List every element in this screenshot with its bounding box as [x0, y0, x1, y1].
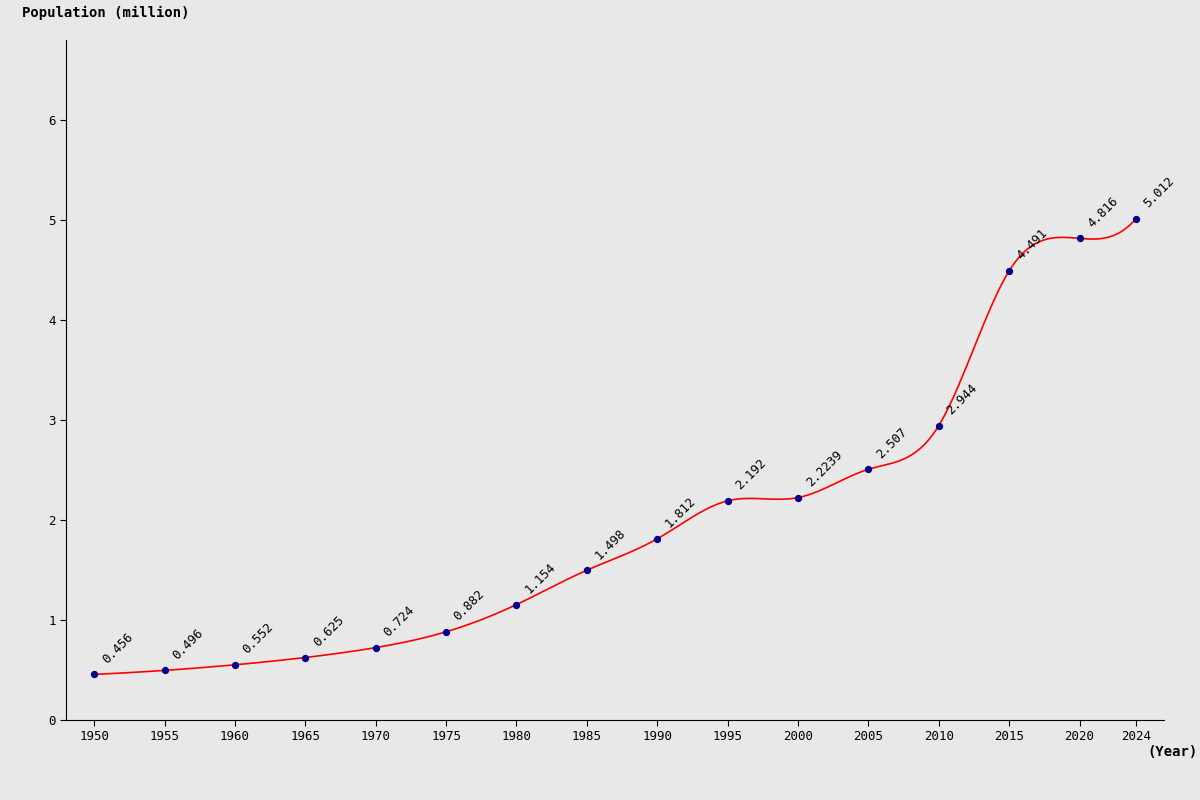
Text: 4.816: 4.816: [1085, 194, 1121, 230]
Text: (Year): (Year): [1147, 745, 1198, 759]
Text: 0.882: 0.882: [451, 588, 487, 623]
Point: [859, 463, 878, 476]
Text: 0.552: 0.552: [240, 621, 276, 657]
Text: 2.944: 2.944: [944, 382, 980, 418]
Text: 0.456: 0.456: [100, 630, 136, 666]
Point: [226, 658, 245, 671]
Point: [155, 664, 174, 677]
Point: [648, 533, 667, 546]
Point: [437, 626, 456, 638]
Text: 1.498: 1.498: [593, 526, 628, 562]
Point: [1127, 213, 1146, 226]
Point: [929, 419, 948, 432]
Point: [506, 598, 526, 611]
Point: [718, 494, 737, 507]
Point: [84, 668, 103, 681]
Text: 1.154: 1.154: [522, 561, 558, 596]
Text: 5.012: 5.012: [1141, 174, 1177, 210]
Text: 2.192: 2.192: [733, 457, 769, 493]
Point: [1070, 232, 1090, 245]
Point: [788, 491, 808, 504]
Text: 0.496: 0.496: [170, 626, 206, 662]
Text: 2.507: 2.507: [874, 426, 910, 461]
Point: [366, 642, 385, 654]
Point: [295, 651, 314, 664]
Text: Population (million): Population (million): [22, 6, 190, 19]
Text: 4.491: 4.491: [1015, 227, 1050, 262]
Text: 0.625: 0.625: [311, 614, 347, 649]
Point: [577, 564, 596, 577]
Point: [1000, 265, 1019, 278]
Text: 1.812: 1.812: [662, 494, 698, 530]
Text: 2.2239: 2.2239: [804, 448, 845, 490]
Text: 0.724: 0.724: [382, 603, 416, 639]
